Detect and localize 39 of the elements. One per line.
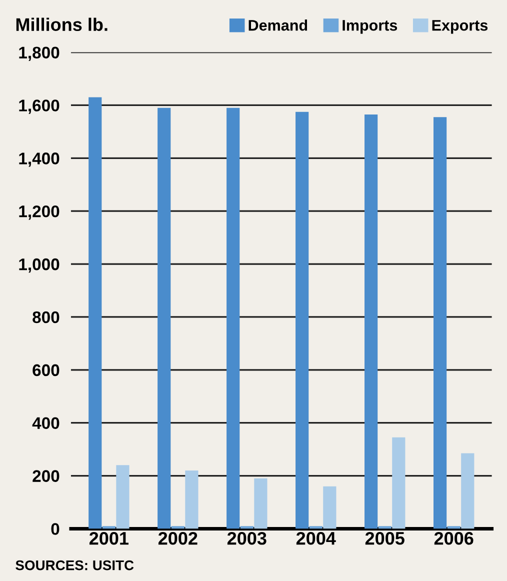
x-tick-label: 2006 [434, 532, 474, 545]
y-tick-label: 600 [32, 364, 60, 376]
bar [254, 478, 268, 529]
x-tick-label: 2002 [158, 532, 198, 545]
legend-label: Imports [342, 20, 398, 34]
y-tick-label: 0 [51, 523, 60, 535]
x-tick-label: 2004 [296, 532, 336, 545]
bar [171, 526, 184, 529]
y-tick-label: 1,400 [19, 152, 60, 167]
bar [323, 486, 336, 529]
bar [116, 465, 130, 529]
bar [392, 437, 406, 529]
y-tick-label: 1,800 [19, 46, 60, 61]
bar [461, 453, 474, 529]
bar [309, 526, 322, 529]
bar [185, 470, 198, 529]
y-tick-label: 1,600 [19, 100, 60, 114]
source-note: SOURCES: USITC [16, 560, 134, 570]
bar [364, 114, 378, 529]
bar [226, 108, 240, 529]
bar [102, 526, 116, 529]
bar [433, 117, 447, 529]
bar [378, 526, 392, 529]
x-tick-label: 2001 [89, 532, 129, 545]
legend-label: Demand [248, 20, 308, 31]
bar [240, 526, 254, 529]
x-tick-label: 2003 [227, 532, 266, 545]
bar [296, 112, 309, 529]
y-tick-label: 800 [32, 311, 60, 324]
y-tick-label: 1,200 [19, 206, 60, 220]
bar [88, 97, 102, 529]
y-axis-title: Millions lb. [16, 18, 108, 31]
y-tick-label: 1,000 [19, 258, 60, 273]
y-tick-label: 400 [32, 417, 60, 430]
x-tick-label: 2005 [365, 532, 404, 545]
y-tick-label: 200 [32, 470, 60, 482]
legend-label: Exports [432, 20, 488, 34]
bar [158, 108, 171, 529]
bar [447, 526, 460, 529]
